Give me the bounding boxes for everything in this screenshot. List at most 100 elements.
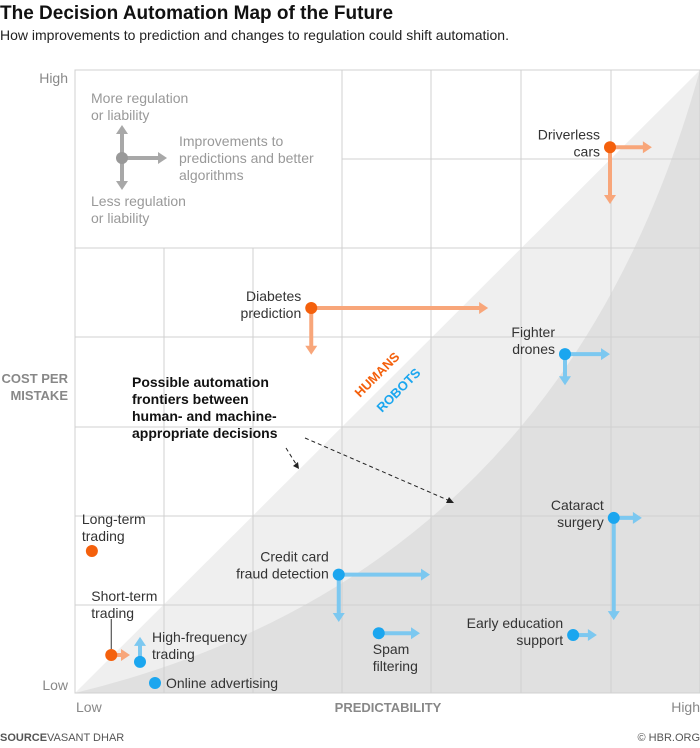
arrow-right-icon — [421, 568, 430, 581]
legend-down-arrow-icon — [116, 181, 128, 190]
point-label-line: filtering — [373, 658, 418, 674]
frontier-annotation-line: Possible automation — [132, 374, 269, 390]
point-label-line: surgery — [557, 514, 604, 530]
chart-subtitle: How improvements to prediction and chang… — [0, 27, 509, 43]
credit-text: © HBR.ORG — [638, 732, 700, 744]
data-point — [332, 568, 345, 581]
source-text: VASANT DHAR — [47, 732, 124, 744]
legend-more-regulation-line: or liability — [91, 107, 149, 123]
point-label-line: cars — [574, 143, 600, 159]
data-point — [567, 629, 580, 642]
arrow-up-icon — [134, 636, 146, 646]
point-label: Cataract surgery — [551, 497, 604, 530]
point-label-line: trading — [82, 528, 125, 544]
legend-dot — [116, 152, 128, 164]
data-point — [105, 648, 118, 661]
arrow-right-icon — [632, 511, 642, 524]
y-axis-label-line: MISTAKE — [10, 388, 68, 403]
point-label-line: drones — [512, 341, 555, 357]
point-label: Credit card fraud detection — [236, 549, 329, 582]
legend-less-regulation: Less regulation or liability — [91, 193, 186, 226]
arrow-down-icon — [332, 612, 345, 622]
frontier-region-curved — [75, 70, 700, 693]
legend-improvements-line: Improvements to — [179, 133, 283, 149]
point-label-line: Credit card — [260, 549, 328, 565]
y-axis-label: COST PER MISTAKE — [2, 371, 69, 403]
y-tick-high: High — [39, 70, 68, 86]
legend-right-arrow-icon — [158, 152, 167, 164]
point-label-line: Online advertising — [166, 675, 278, 691]
point-label-line: Driverless — [538, 126, 600, 142]
point-label-line: trading — [91, 605, 134, 621]
source-label: SOURCE — [0, 732, 47, 744]
arrow-down-icon — [305, 345, 318, 355]
x-tick-high: High — [671, 699, 700, 715]
point-label-line: Fighter — [511, 324, 555, 340]
plot-border — [74, 69, 700, 694]
arrow-down-icon — [607, 611, 620, 621]
y-tick-low-line: Low — [42, 677, 69, 693]
annotation-leader-2 — [304, 437, 451, 502]
data-point — [372, 627, 385, 640]
frontier-annotation: Possible automation frontiers between huma… — [132, 374, 278, 441]
x-axis-label-line: PREDICTABILITY — [335, 700, 442, 715]
point-label-line: Cataract — [551, 497, 604, 513]
plot-area: High Low Low High PREDICTABILITY COST PER MIST… — [2, 69, 700, 715]
legend-improvements-line: algorithms — [179, 167, 244, 183]
legend-improvements-line: predictions and better — [179, 150, 314, 166]
arrow-right-icon — [642, 141, 652, 154]
x-tick-high-line: High — [671, 699, 700, 715]
point-label: Spam filtering — [373, 641, 418, 674]
annotation-arrowhead-1 — [293, 462, 299, 469]
x-tick-low: Low — [76, 699, 103, 715]
arrow-right-icon — [601, 348, 610, 361]
y-tick-high-line: High — [39, 70, 68, 86]
point-label-line: High-frequency — [152, 629, 247, 645]
arrow-down-icon — [604, 194, 616, 204]
data-point — [149, 677, 161, 690]
point-label-line: Diabetes — [246, 288, 301, 304]
point-label: Diabetes prediction — [241, 288, 302, 321]
data-point — [305, 301, 318, 314]
legend-more-regulation-line: More regulation — [91, 90, 188, 106]
arrow-right-icon — [479, 301, 489, 314]
frontier-annotation-line: appropriate decisions — [132, 425, 278, 441]
arrow-right-icon — [411, 627, 420, 640]
data-point — [607, 511, 620, 524]
point-label: High-frequency trading — [152, 629, 247, 662]
point-label-line: Long-term — [82, 511, 146, 527]
x-tick-low-line: Low — [76, 699, 103, 715]
point-label: Driverless cars — [538, 126, 600, 159]
x-axis-label: PREDICTABILITY — [335, 700, 442, 715]
legend-less-regulation-line: or liability — [91, 210, 149, 226]
data-point — [604, 141, 616, 154]
point-label-line: fraud detection — [236, 566, 329, 582]
arrow-down-icon — [559, 376, 571, 386]
legend-less-regulation-line: Less regulation — [91, 193, 186, 209]
data-point — [134, 655, 146, 668]
legend-up-arrow-icon — [116, 125, 128, 134]
point-label-line: Early education — [467, 615, 564, 631]
point-label-line: Short-term — [91, 588, 157, 604]
annotation-leader-1 — [285, 447, 297, 465]
point-label: Online advertising — [166, 675, 278, 691]
point-label: Fighter drones — [511, 324, 555, 357]
legend-more-regulation: More regulation or liability — [91, 90, 188, 123]
arrow-right-icon — [587, 629, 597, 642]
frontier-annotation-line: frontiers between — [132, 391, 249, 407]
point-label: Short-term trading — [91, 588, 157, 621]
frontier-annotation-line: human- and machine- — [132, 408, 277, 424]
data-point — [85, 544, 98, 557]
chart-title: The Decision Automation Map of the Futur… — [0, 3, 393, 24]
point-label: Long-term trading — [82, 511, 146, 544]
arrow-right-icon — [121, 648, 130, 661]
annotation-arrowhead-2 — [446, 497, 454, 503]
point-label-line: trading — [152, 646, 195, 662]
legend-improvements: Improvements to predictions and better alg… — [179, 133, 314, 183]
point-label-line: Spam — [373, 641, 410, 657]
y-tick-low: Low — [42, 677, 69, 693]
y-axis-label-line: COST PER — [2, 371, 69, 386]
point-label: Early education support — [467, 615, 564, 648]
